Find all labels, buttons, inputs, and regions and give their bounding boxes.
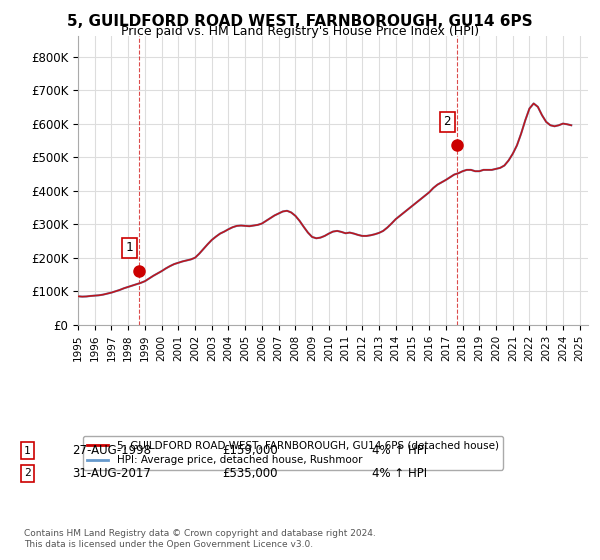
Text: 4% ↑ HPI: 4% ↑ HPI [372,466,427,480]
Text: 5, GUILDFORD ROAD WEST, FARNBOROUGH, GU14 6PS: 5, GUILDFORD ROAD WEST, FARNBOROUGH, GU1… [67,14,533,29]
Legend: 5, GUILDFORD ROAD WEST, FARNBOROUGH, GU14 6PS (detached house), HPI: Average pri: 5, GUILDFORD ROAD WEST, FARNBOROUGH, GU1… [83,436,503,469]
Text: Price paid vs. HM Land Registry's House Price Index (HPI): Price paid vs. HM Land Registry's House … [121,25,479,38]
Text: Contains HM Land Registry data © Crown copyright and database right 2024.
This d: Contains HM Land Registry data © Crown c… [24,529,376,549]
Text: £535,000: £535,000 [222,466,277,480]
Text: 1: 1 [24,446,31,456]
Text: 2: 2 [443,115,451,128]
Text: 2: 2 [24,468,31,478]
Text: 31-AUG-2017: 31-AUG-2017 [72,466,151,480]
Text: 27-AUG-1998: 27-AUG-1998 [72,444,151,458]
Text: 1: 1 [125,241,133,254]
Text: 4% ↑ HPI: 4% ↑ HPI [372,444,427,458]
Text: £159,000: £159,000 [222,444,278,458]
